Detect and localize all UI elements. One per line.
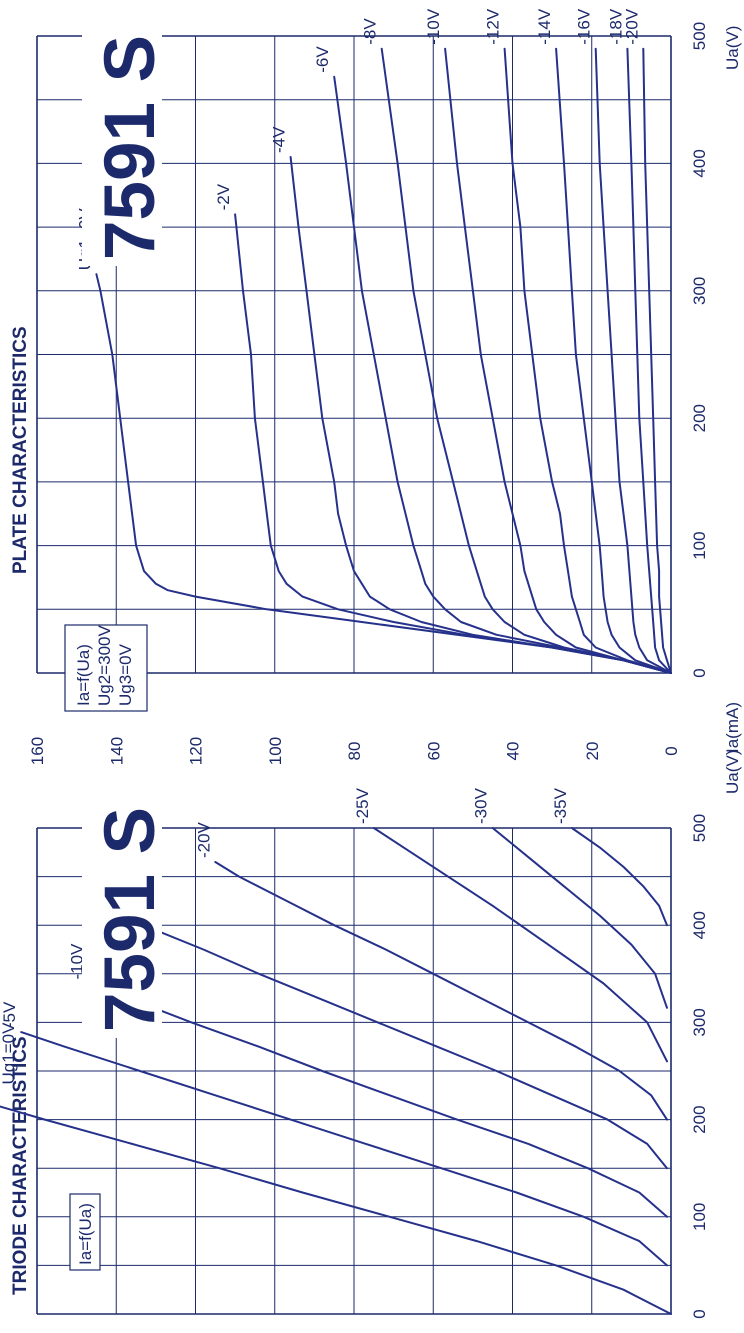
plate-x-unit: Ua(V) (723, 26, 742, 70)
triode-curve-label: -20V (194, 821, 213, 858)
triode-curve (20, 1031, 668, 1267)
plate-legend-line-2: Ug2=300V (95, 625, 114, 706)
plate-x-tick-label: 500 (690, 22, 709, 50)
triode-x-tick-label: 200 (690, 1105, 709, 1133)
plate-curve (289, 156, 672, 674)
center-y-tick-label: 140 (107, 737, 126, 765)
plate-curve (626, 47, 672, 674)
plate-y-unit: Ia(mA) (723, 702, 742, 753)
triode-legend-box (69, 1193, 101, 1271)
triode-curve-label: -30V (472, 787, 491, 824)
plate-x-ticks: 0 100 200 300 400 500 (690, 22, 709, 678)
center-y-tick-label: 20 (583, 742, 602, 761)
plate-curve-label: -14V (535, 8, 554, 45)
plate-curve-label: -2V (214, 183, 233, 210)
plate-curve-label: -4V (270, 126, 289, 153)
center-y-tick-label: 100 (266, 737, 285, 765)
triode-legend: Ia=f(Ua) (76, 1203, 95, 1265)
plate-legend-line-3: Ug3=0V (116, 643, 135, 706)
plate-legend-line-1: Ia=f(Ua) (74, 644, 93, 706)
plate-curve-label: -10V (424, 8, 443, 45)
triode-curve (214, 861, 668, 1121)
plate-grid (36, 35, 672, 674)
triode-x-tick-label: 300 (690, 1008, 709, 1036)
center-y-tick-label: 120 (187, 737, 206, 765)
plate-curve-label: -16V (575, 8, 594, 45)
plate-curve (555, 47, 672, 674)
triode-curve-label: -35V (551, 787, 570, 824)
triode-x-unit: Ua(V) (723, 750, 742, 794)
triode-x-tick-label: 0 (690, 1309, 709, 1318)
center-y-tick-label: 60 (424, 742, 443, 761)
plate-curve (594, 47, 672, 674)
center-y-tick-label: 0 (662, 746, 681, 755)
plate-x-tick-label: 0 (690, 668, 709, 677)
triode-curve (147, 926, 668, 1170)
plate-curve-label: -8V (361, 18, 380, 45)
triode-curve-label: Ug1=0V (0, 1022, 18, 1085)
plate-legend-box (64, 624, 148, 712)
plate-curve-label: -20V (622, 8, 641, 45)
triode-x-tick-label: 500 (690, 814, 709, 842)
center-y-tick-label: 160 (28, 737, 47, 765)
triode-panel: TRIODE CHARACTERISTICS Ug1=0V-5V-10V-15V… (0, 750, 742, 1319)
plate-curve-label: -18V (606, 8, 625, 45)
plate-curve-label: -6V (313, 46, 332, 73)
plate-title: PLATE CHARACTERISTICS (10, 326, 31, 574)
plate-curves (95, 47, 672, 674)
plate-curve (642, 47, 672, 674)
triode-x-tick-label: 100 (690, 1203, 709, 1231)
plate-curve (444, 47, 672, 674)
triode-x-ticks: 0 100 200 300 400 500 (690, 814, 709, 1319)
plate-model: 7591 S (91, 35, 170, 260)
plate-curve (333, 75, 672, 674)
triode-title: TRIODE CHARACTERISTICS (10, 1036, 31, 1295)
triode-curve (491, 827, 668, 1009)
triode-x-tick-label: 400 (690, 911, 709, 939)
plate-curve (503, 47, 672, 674)
triode-curve (372, 827, 668, 1063)
triode-curve (0, 1087, 672, 1315)
plate-curve (380, 47, 672, 674)
plate-x-tick-label: 400 (690, 149, 709, 177)
plate-x-tick-label: 100 (690, 531, 709, 559)
triode-curves (0, 827, 672, 1315)
plate-curve-label: -12V (484, 8, 503, 45)
plate-x-tick-label: 200 (690, 404, 709, 432)
triode-curve-label: -5V (0, 1001, 19, 1028)
plate-x-tick-label: 300 (690, 277, 709, 305)
triode-model: 7591 S (91, 807, 170, 1032)
plate-panel: PLATE CHARACTERISTICS Ug1=0V-2V-4V-6V-8V… (10, 8, 742, 712)
center-y-ticks: 0 20 40 60 80 100 120 140 160 (28, 737, 681, 765)
triode-curve-label: -10V (68, 943, 87, 980)
triode-curve (87, 982, 668, 1218)
center-y-tick-label: 80 (345, 742, 364, 761)
triode-curve (570, 827, 668, 927)
triode-curve-label: -25V (353, 787, 372, 824)
center-y-tick-label: 40 (504, 742, 523, 761)
